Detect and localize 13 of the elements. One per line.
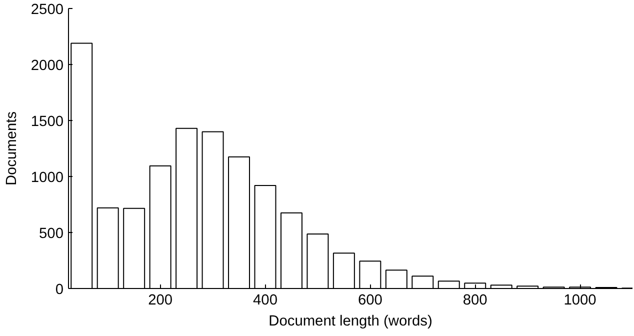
x-tick-label: 400	[253, 292, 278, 308]
y-axis-title: Documents	[4, 111, 20, 186]
x-tick-label: 600	[358, 292, 382, 308]
y-tick-label: 2000	[30, 58, 64, 74]
y-tick-label: 500	[39, 226, 64, 242]
x-tick-label: 800	[462, 292, 488, 308]
x-tick-label: 200	[148, 292, 173, 308]
y-tick-label: 0	[55, 282, 64, 298]
y-tick-label: 2500	[30, 2, 64, 18]
x-axis-title: Document length (words)	[268, 314, 432, 330]
y-tick-label: 1000	[30, 170, 64, 186]
y-tick-label: 1500	[30, 114, 64, 130]
x-tick-label: 1000	[564, 292, 596, 308]
